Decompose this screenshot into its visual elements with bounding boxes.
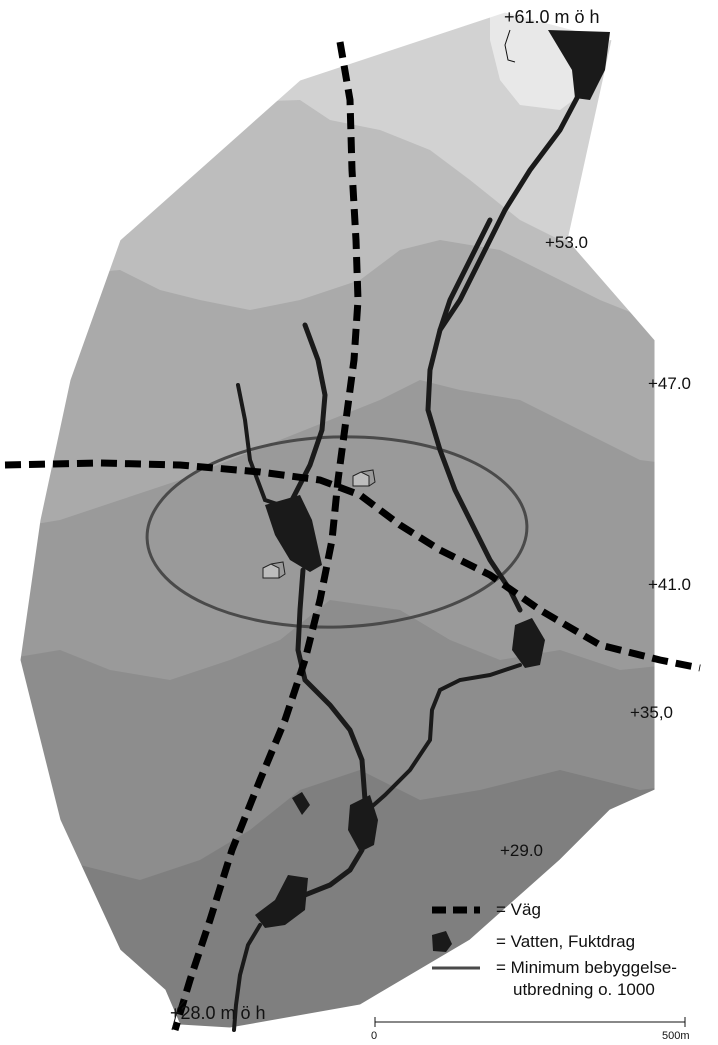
- elevation-label-53: +53.0: [545, 233, 589, 252]
- water-east-pond: [512, 618, 545, 668]
- stream-branch-north: [437, 217, 493, 333]
- water-southwest-pond: [255, 875, 308, 928]
- elevation-label-47: +47.0: [648, 374, 692, 393]
- watercourses: [232, 30, 610, 1032]
- roads: [4, 41, 701, 1032]
- scale-bar: [374, 1017, 686, 1027]
- elevation-label-top: +61.0 m ö h: [504, 7, 600, 27]
- house-icon-east: [352, 469, 376, 487]
- legend-settlement-label-cont: utbredning o. 1000: [513, 980, 655, 999]
- legend-water-symbol: [432, 931, 452, 952]
- elevation-label-29: +29.0: [500, 841, 544, 860]
- legend-settlement-label: = Minimum bebyggelse-: [496, 958, 677, 977]
- stream-central-south: [295, 567, 368, 803]
- water-top-pond: [548, 30, 610, 100]
- scale-start-label: 0: [371, 1030, 378, 1042]
- stream-east-to-south: [366, 663, 522, 812]
- site-boundary: [19, 11, 656, 1029]
- water-small-pond: [292, 792, 310, 815]
- water-central-pond: [265, 495, 322, 572]
- elevation-label-35: +35,0: [630, 703, 674, 722]
- settlement-extent-outline: [145, 435, 529, 629]
- stream-southwest: [232, 923, 262, 1032]
- elevation-label-bottom: +28.0 m ö h: [170, 1003, 266, 1023]
- contour-bottom-marker: [171, 999, 186, 1031]
- stream-west: [236, 383, 282, 507]
- house-symbols: [262, 469, 376, 579]
- legend-road-label: = Väg: [496, 900, 541, 919]
- road-west-east: [4, 459, 701, 672]
- road-north-south: [171, 41, 362, 1032]
- contour-top-marker: [504, 29, 516, 63]
- stream-main-east: [425, 93, 581, 613]
- house-icon-west: [262, 561, 286, 579]
- stream-north-central: [289, 322, 328, 503]
- scale-end-label: 500m: [662, 1030, 690, 1042]
- water-south-pond: [348, 795, 378, 852]
- legend-water-label: = Vatten, Fuktdrag: [496, 932, 636, 951]
- elevation-label-41: +41.0: [648, 575, 692, 594]
